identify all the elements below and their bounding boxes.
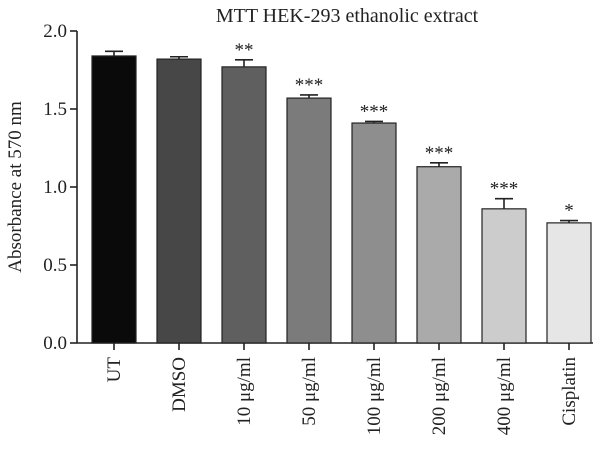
chart-title: MTT HEK-293 ethanolic extract	[216, 5, 479, 27]
plot-area: 0.0 0.5 1.0 1.5 2.0 UT DMSO ** 10 μg/ml *** 50 μg/…	[43, 21, 593, 435]
bar	[221, 66, 267, 344]
x-tick-label: Cisplatin	[559, 357, 580, 426]
bar	[91, 55, 137, 344]
y-tick-label: 0.0	[43, 333, 67, 354]
bar	[546, 222, 592, 344]
x-tick-label: 50 μg/ml	[299, 357, 320, 426]
significance-label: ***	[490, 179, 519, 200]
y-tick-label: 2.0	[43, 21, 67, 42]
significance-label: ***	[360, 101, 389, 122]
x-tick-label: 100 μg/ml	[364, 357, 385, 435]
x-tick-label: 10 μg/ml	[234, 357, 255, 426]
y-tick-label: 1.0	[43, 177, 67, 198]
x-tick-label: 200 μg/ml	[429, 357, 450, 435]
y-tick-label: 1.5	[43, 99, 67, 120]
y-axis-label: Absorbance at 570 nm	[5, 101, 26, 273]
bar	[286, 97, 332, 344]
significance-label: ***	[295, 75, 324, 96]
significance-label: **	[235, 40, 254, 61]
x-tick-label: 400 μg/ml	[494, 357, 515, 435]
significance-label: *	[564, 201, 574, 222]
x-tick-label: UT	[104, 357, 125, 383]
significance-label: ***	[425, 143, 454, 164]
x-tick-label: DMSO	[169, 357, 190, 412]
bar	[481, 208, 527, 344]
bar	[351, 122, 397, 344]
bar	[156, 58, 202, 344]
y-tick-label: 0.5	[43, 255, 67, 276]
bar	[416, 166, 462, 344]
